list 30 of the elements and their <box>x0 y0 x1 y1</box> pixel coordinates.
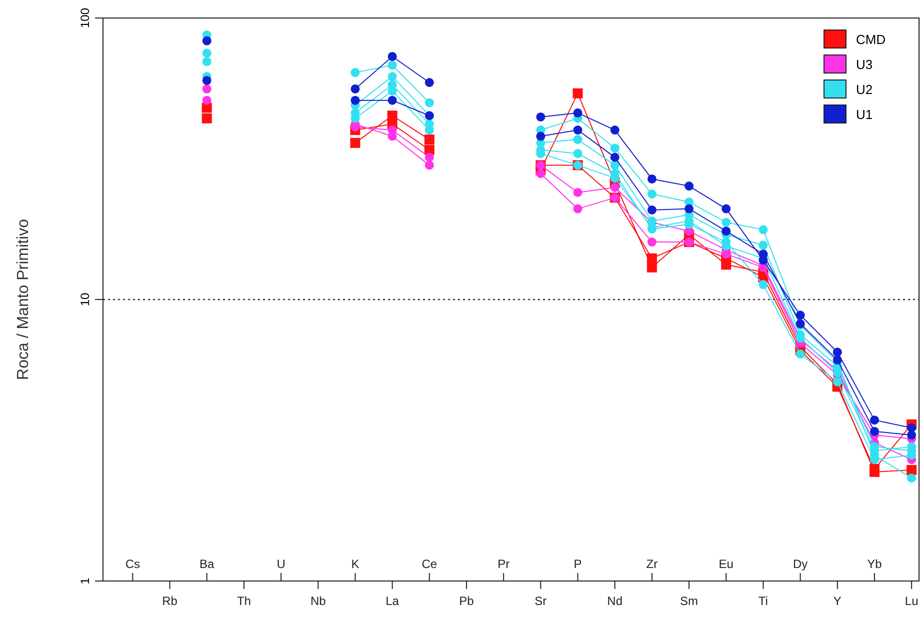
x-tick-label: Ti <box>758 594 768 608</box>
x-tick-label: Nd <box>607 594 623 608</box>
x-tick-label: Y <box>833 594 842 608</box>
x-tick-label: Pr <box>498 557 510 571</box>
x-tick-label: Eu <box>718 557 734 571</box>
y-tick-label: 100 <box>78 8 92 28</box>
x-tick-label: Nb <box>310 594 326 608</box>
x-tick-label: Ba <box>200 557 215 571</box>
x-tick-label: Yb <box>867 557 882 571</box>
legend-label: U2 <box>856 82 873 97</box>
legend-label: CMD <box>856 32 886 47</box>
x-tick-label: Ce <box>422 557 438 571</box>
x-tick-label: U <box>276 557 286 571</box>
x-tick-label: Dy <box>792 557 808 571</box>
x-tick-label: Sr <box>534 594 547 608</box>
legend-label: U3 <box>856 57 873 72</box>
x-tick-label: Pb <box>459 594 474 608</box>
x-tick-label: Cs <box>125 557 140 571</box>
y-axis-title: Roca / Manto Primitivo <box>15 218 32 380</box>
x-tick-label: La <box>386 594 400 608</box>
y-tick-label: 1 <box>78 577 92 584</box>
y-tick-label: 10 <box>78 292 92 306</box>
x-tick-label: Sm <box>680 594 698 608</box>
x-tick-label: Zr <box>646 557 658 571</box>
x-tick-label: K <box>351 557 360 571</box>
x-tick-label: Rb <box>162 594 178 608</box>
x-tick-label: Lu <box>904 594 918 608</box>
x-tick-label: Th <box>236 594 251 608</box>
legend-label: U1 <box>856 107 873 122</box>
x-tick-label: P <box>574 557 582 571</box>
